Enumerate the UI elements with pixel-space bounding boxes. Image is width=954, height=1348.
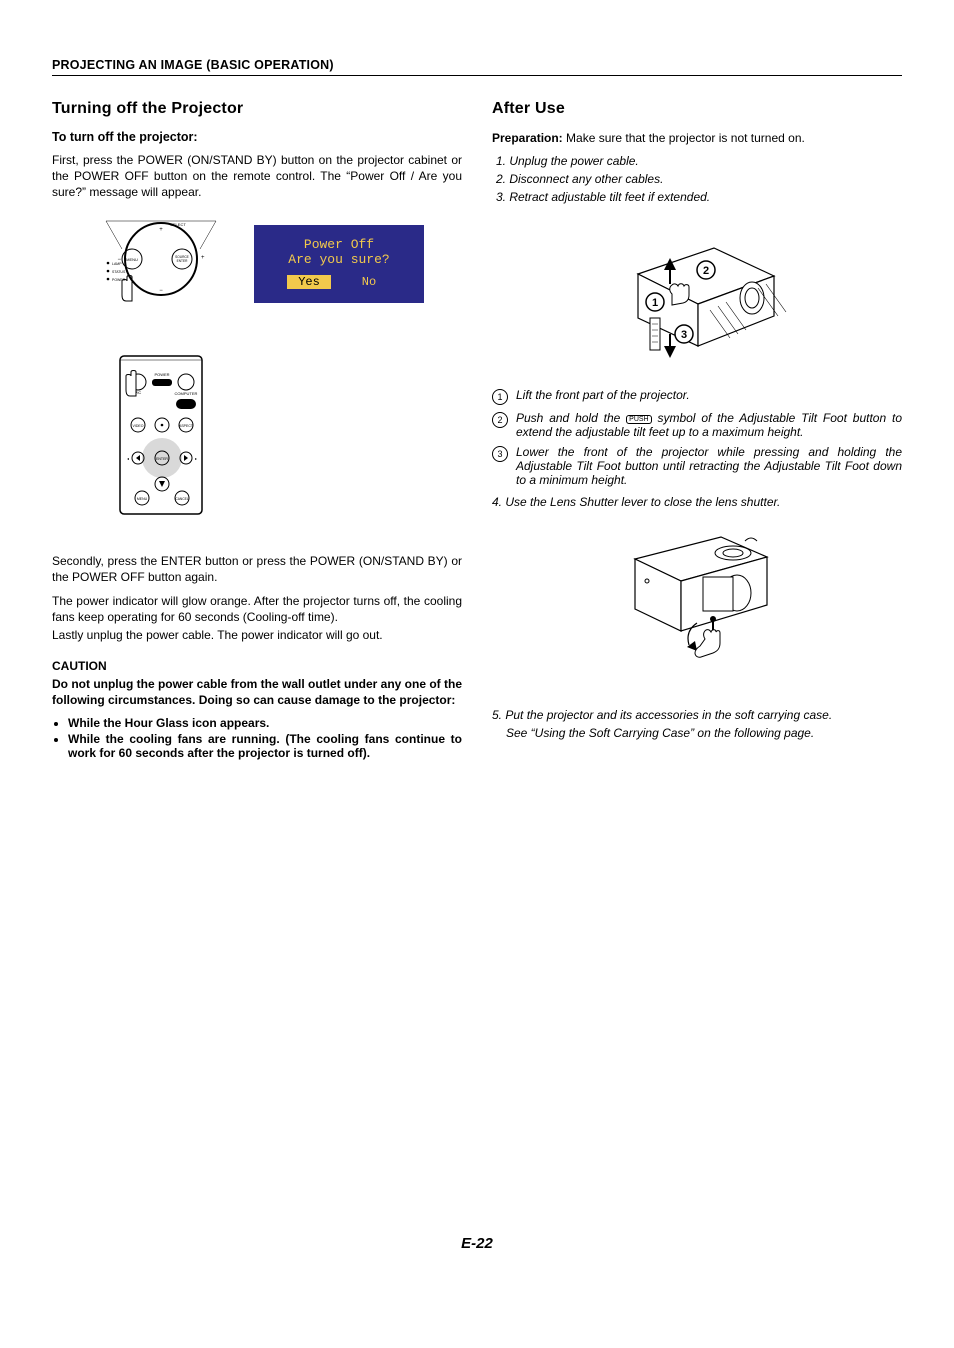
circled-2-icon: 2 [492, 412, 508, 428]
hand-icon [670, 284, 689, 305]
preparation-label: Preparation: [492, 131, 563, 145]
circled-1-icon: 1 [492, 389, 508, 405]
preparation-text: Make sure that the projector is not turn… [563, 131, 805, 145]
left-column: Turning off the Projector To turn off th… [52, 100, 462, 762]
paragraph-lastly: Lastly unplug the power cable. The power… [52, 627, 462, 643]
page: PROJECTING AN IMAGE (BASIC OPERATION) Tu… [0, 0, 954, 1348]
push-symbol-icon: PUSH [626, 415, 651, 424]
svg-text:+: + [159, 227, 163, 233]
dialog-yes-button: Yes [287, 275, 331, 289]
lens-shutter-icon [617, 523, 777, 693]
two-column-layout: Turning off the Projector To turn off th… [52, 100, 902, 762]
heading-turning-off: Turning off the Projector [52, 100, 462, 118]
callout-1: 1 [652, 297, 658, 309]
svg-text:ENTER: ENTER [156, 457, 168, 461]
caution-bullet-1: While the Hour Glass icon appears. [68, 716, 462, 730]
svg-text:MENU: MENU [137, 497, 148, 501]
control-panel-figure: MENU SOURCE ENTER SELECT + − + − LAMP ST… [92, 215, 230, 320]
substep-3-text: Lower the front of the projector while p… [516, 445, 902, 487]
caution-text: Do not unplug the power cable from the w… [52, 676, 462, 708]
svg-text:+: + [201, 255, 205, 261]
enter-label: ENTER [177, 259, 189, 263]
svg-text:CANCEL: CANCEL [175, 497, 189, 501]
dialog-line1: Power Off [254, 237, 424, 252]
hand-icon [695, 630, 720, 658]
substep-1: 1 Lift the front part of the projector. [492, 388, 902, 405]
svg-text:POWER: POWER [154, 372, 169, 377]
subheading-to-turn-off: To turn off the projector: [52, 130, 462, 144]
projector-tilt-icon: 1 2 3 [602, 218, 792, 373]
preparation-line: Preparation: Make sure that the projecto… [492, 130, 902, 146]
paragraph-indicator: The power indicator will glow orange. Af… [52, 593, 462, 625]
right-column: After Use Preparation: Make sure that th… [492, 100, 902, 762]
svg-text:ASPECT: ASPECT [179, 424, 194, 428]
caution-heading: CAUTION [52, 658, 462, 674]
page-number: E-22 [0, 1235, 954, 1252]
heading-after-use: After Use [492, 100, 902, 118]
circled-3-icon: 3 [492, 446, 508, 462]
remote-control-icon: PIC POWER COMPUTER VIDEO ASPECT [114, 350, 208, 520]
substep-list: 1 Lift the front part of the projector. … [492, 388, 902, 487]
status-label: STATUS [112, 270, 126, 274]
svg-text:◂: ◂ [127, 456, 129, 461]
caution-bullet-2: While the cooling fans are running. (The… [68, 732, 462, 760]
step-5a: 5. Put the projector and its accessories… [492, 708, 902, 722]
substep-3: 3 Lower the front of the projector while… [492, 445, 902, 487]
control-panel-icon: MENU SOURCE ENTER SELECT + − + − LAMP ST… [92, 215, 230, 315]
step-3: 3. Retract adjustable tilt feet if exten… [496, 190, 902, 204]
paragraph-secondly: Secondly, press the ENTER button or pres… [52, 553, 462, 585]
step-4: 4. Use the Lens Shutter lever to close t… [492, 495, 902, 509]
remote-control-figure: PIC POWER COMPUTER VIDEO ASPECT [114, 350, 462, 525]
select-label: SELECT [170, 222, 186, 227]
substep-1-text: Lift the front part of the projector. [516, 388, 902, 405]
callout-2: 2 [703, 265, 709, 277]
step-2: 2. Disconnect any other cables. [496, 172, 902, 186]
projector-tilt-figure: 1 2 3 [492, 218, 902, 378]
lamp-label: LAMP [112, 262, 122, 266]
section-header: PROJECTING AN IMAGE (BASIC OPERATION) [52, 58, 902, 76]
substep-2: 2 Push and hold the PUSH symbol of the A… [492, 411, 902, 439]
step-1: 1. Unplug the power cable. [496, 154, 902, 168]
step-5b: See “Using the Soft Carrying Case” on th… [506, 726, 902, 740]
callout-3: 3 [681, 329, 687, 341]
lens-shutter-figure [492, 523, 902, 698]
svg-text:COMPUTER: COMPUTER [175, 391, 198, 396]
svg-text:▸: ▸ [195, 456, 197, 461]
hand-icon [126, 370, 136, 396]
substep-2-text: Push and hold the PUSH symbol of the Adj… [516, 411, 902, 439]
svg-text:−: − [159, 288, 163, 294]
menu-label: MENU [126, 257, 138, 262]
figure-row-panel-dialog: MENU SOURCE ENTER SELECT + − + − LAMP ST… [92, 215, 462, 320]
svg-text:VIDEO: VIDEO [133, 424, 144, 428]
caution-block: CAUTION Do not unplug the power cable fr… [52, 658, 462, 761]
paragraph-first-press: First, press the POWER (ON/STAND BY) but… [52, 152, 462, 201]
power-off-dialog: Power Off Are you sure? Yes No [254, 225, 424, 303]
dialog-no-button: No [347, 275, 391, 289]
dialog-line2: Are you sure? [254, 252, 424, 267]
